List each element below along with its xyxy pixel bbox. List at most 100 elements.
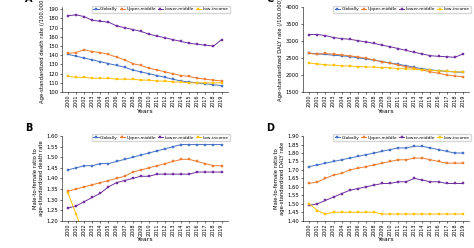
Low-income (411, 68, 417, 71)
Globally (186, 80, 192, 83)
Low-income (90, 77, 95, 80)
Globally (146, 152, 152, 155)
X-axis label: Years: Years (137, 237, 153, 242)
Line: Globally: Globally (308, 145, 464, 168)
Globally (65, 168, 71, 171)
Upper-middle (210, 164, 216, 167)
Low-income (395, 213, 401, 216)
Upper-middle (331, 174, 337, 177)
Upper-middle (154, 164, 160, 167)
Lower-middle (186, 42, 192, 45)
Globally (122, 66, 128, 69)
Globally (387, 62, 393, 64)
Lower-middle (403, 180, 409, 183)
Lower-middle (452, 56, 457, 59)
Low-income (146, 79, 152, 82)
Upper-middle (307, 52, 312, 55)
Upper-middle (428, 70, 433, 73)
Upper-middle (130, 171, 136, 174)
Globally (98, 162, 103, 165)
Line: Upper-middle: Upper-middle (308, 52, 464, 78)
Lower-middle (403, 49, 409, 52)
Low-income (307, 202, 312, 205)
Lower-middle (146, 33, 152, 36)
Globally (154, 74, 160, 77)
Upper-middle (363, 57, 369, 60)
Low-income (307, 62, 312, 64)
Upper-middle (106, 179, 111, 182)
Lower-middle (371, 42, 377, 45)
Globally (130, 68, 136, 71)
Low-income (331, 211, 337, 214)
Low-income (82, 234, 87, 237)
Lower-middle (219, 38, 224, 41)
Globally (371, 152, 377, 155)
Globally (202, 143, 208, 146)
Globally (162, 147, 168, 150)
Text: A: A (25, 0, 33, 4)
Globally (90, 58, 95, 61)
Lower-middle (170, 38, 176, 41)
Globally (347, 55, 353, 58)
Lower-middle (339, 192, 345, 195)
Lower-middle (315, 202, 320, 205)
Line: Lower-middle: Lower-middle (67, 14, 223, 47)
Globally (114, 64, 119, 67)
Lower-middle (170, 173, 176, 176)
Globally (460, 71, 465, 74)
Low-income (444, 213, 449, 216)
Lower-middle (436, 180, 441, 183)
Globally (210, 143, 216, 146)
Low-income (323, 213, 328, 216)
Low-income (114, 78, 119, 81)
Low-income (419, 68, 425, 71)
Low-income (371, 66, 377, 69)
Upper-middle (379, 60, 385, 63)
Lower-middle (210, 45, 216, 48)
Upper-middle (122, 58, 128, 61)
Upper-middle (90, 50, 95, 53)
Low-income (379, 66, 385, 69)
Low-income (202, 81, 208, 84)
Globally (154, 149, 160, 152)
Upper-middle (339, 172, 345, 175)
Globally (194, 143, 200, 146)
Lower-middle (347, 189, 353, 192)
Y-axis label: Male-to-female ratio to
age-standardized death rate: Male-to-female ratio to age-standardized… (33, 141, 44, 216)
Line: Globally: Globally (67, 53, 223, 87)
X-axis label: Years: Years (378, 237, 394, 242)
Globally (428, 68, 433, 71)
Upper-middle (323, 52, 328, 55)
Low-income (387, 213, 393, 216)
Lower-middle (65, 207, 71, 210)
Upper-middle (154, 68, 160, 71)
Upper-middle (82, 185, 87, 188)
Lower-middle (411, 177, 417, 180)
Lower-middle (355, 187, 361, 190)
Lower-middle (90, 19, 95, 22)
Low-income (347, 65, 353, 68)
Upper-middle (323, 177, 328, 180)
Globally (90, 164, 95, 167)
Upper-middle (73, 51, 79, 54)
Lower-middle (73, 204, 79, 207)
Lower-middle (436, 55, 441, 58)
Globally (323, 162, 328, 165)
Low-income (138, 79, 144, 82)
Upper-middle (194, 77, 200, 80)
Upper-middle (436, 160, 441, 163)
Upper-middle (178, 74, 184, 77)
Upper-middle (219, 164, 224, 167)
Low-income (65, 75, 71, 78)
Upper-middle (194, 160, 200, 163)
Y-axis label: Male-to-female ratio to
age-standardized DALY rate: Male-to-female ratio to age-standardized… (274, 142, 285, 215)
Upper-middle (186, 158, 192, 161)
Globally (219, 143, 224, 146)
Line: Globally: Globally (308, 52, 464, 73)
Legend: Globally, Upper-middle, Lower-middle, Low-income: Globally, Upper-middle, Lower-middle, Lo… (92, 134, 230, 141)
Upper-middle (363, 165, 369, 168)
Low-income (387, 66, 393, 69)
Low-income (82, 76, 87, 79)
Upper-middle (460, 162, 465, 165)
Upper-middle (170, 72, 176, 75)
